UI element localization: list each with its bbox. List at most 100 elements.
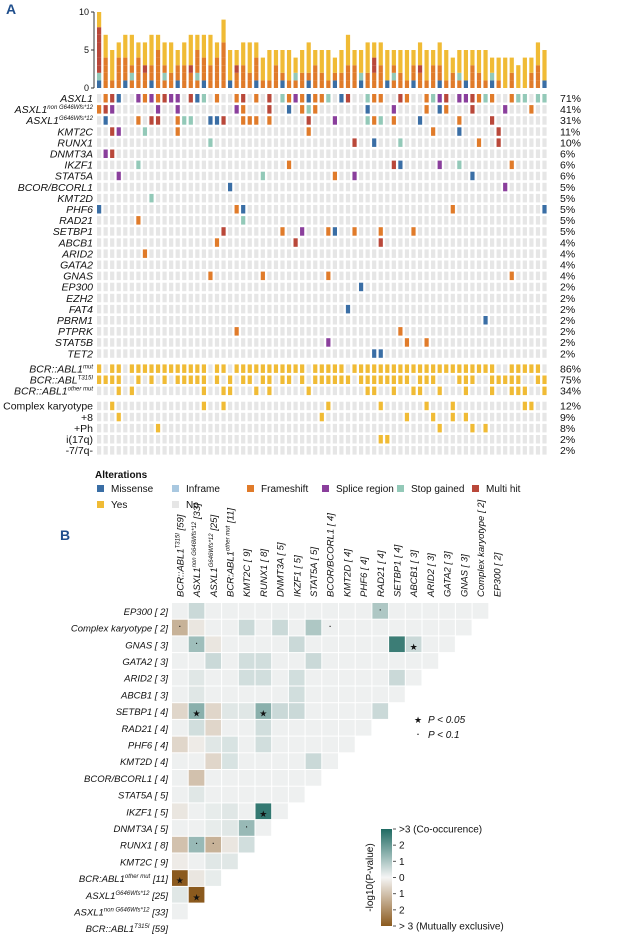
oncoprint-cell (444, 401, 449, 411)
oncoprint-cell (110, 94, 115, 103)
oncoprint-cell (385, 271, 390, 281)
oncoprint-cell (260, 238, 265, 247)
oncoprint-cell (208, 349, 213, 358)
oncoprint-cell (195, 282, 200, 292)
oncoprint-cell (155, 138, 161, 147)
oncoprint-cell (103, 138, 108, 147)
oncoprint-cell (385, 364, 390, 373)
heatmap-cell (255, 619, 272, 636)
oncoprint-cell (116, 375, 121, 384)
oncoprint-cell (522, 260, 527, 269)
oncoprint-cell (391, 182, 396, 192)
oncoprint-cell (260, 446, 265, 455)
bar-segment (254, 72, 259, 81)
oncoprint-cell (431, 375, 436, 384)
oncoprint-cell (483, 216, 488, 225)
oncoprint-cell (359, 446, 364, 455)
oncoprint-cell (97, 271, 102, 281)
oncoprint-cell (162, 138, 167, 147)
oncoprint-cell (404, 423, 410, 433)
bar-segment (182, 80, 187, 88)
oncoprint-cell (398, 375, 403, 384)
oncoprint-cell (293, 293, 298, 303)
oncoprint-cell (378, 249, 383, 258)
oncoprint-cell (116, 304, 121, 314)
oncoprint-cell (155, 127, 161, 136)
oncoprint-cell (417, 94, 423, 103)
oncoprint-cell (136, 386, 141, 396)
bar-segment (332, 72, 337, 81)
oncoprint-cell (417, 271, 423, 281)
oncoprint-cell (228, 171, 233, 181)
oncoprint-cell (234, 260, 239, 269)
oncoprint-cell (437, 105, 442, 114)
oncoprint-cell (463, 423, 468, 433)
oncoprint-cell (457, 364, 462, 373)
bar-segment (103, 34, 108, 58)
bar-segment (424, 80, 429, 88)
oncoprint-cell (195, 260, 200, 269)
heatmap-cell (222, 803, 238, 820)
oncoprint-cell (319, 338, 324, 347)
oncoprint-cell (149, 127, 154, 136)
oncoprint-cell (352, 349, 357, 358)
heatmap-cell (372, 703, 389, 719)
oncoprint-cell (286, 316, 292, 325)
oncoprint-cell (182, 193, 187, 203)
oncoprint-cell (123, 193, 128, 203)
oncoprint-cell (306, 205, 311, 214)
oncoprint-cell (404, 338, 410, 347)
bar-segment (110, 80, 115, 88)
oncoprint-cell (365, 446, 370, 455)
heatmap-cell (272, 653, 288, 669)
oncoprint-cell (195, 105, 200, 114)
oncoprint-cell (254, 412, 259, 422)
bar-segment (359, 50, 364, 73)
heatmap-cell (255, 636, 272, 653)
oncoprint-cell (398, 401, 403, 411)
oncoprint-cell (411, 205, 416, 214)
oncoprint-cell (300, 216, 305, 225)
oncoprint-cell (300, 412, 305, 422)
oncoprint-cell (182, 182, 187, 192)
oncoprint-cell (169, 238, 174, 247)
oncoprint-cell (417, 435, 423, 444)
heatmap-cell (322, 703, 338, 719)
oncoprint-cell (470, 249, 475, 258)
oncoprint-cell (175, 193, 180, 203)
oncoprint-cell (359, 386, 364, 396)
oncoprint-cell (424, 249, 429, 258)
oncoprint-cell (483, 227, 488, 236)
oncoprint-cell (241, 216, 246, 225)
oncoprint-cell (503, 435, 508, 444)
oncoprint-cell (247, 193, 252, 203)
oncoprint-cell (169, 412, 174, 422)
oncoprint-cell (149, 338, 154, 347)
bar-segment (300, 50, 305, 73)
bar-segment (188, 72, 193, 81)
oncoprint-cell (522, 193, 527, 203)
oncoprint-cell (345, 160, 351, 170)
oncoprint-cell (457, 238, 462, 247)
oncoprint-cell (391, 338, 396, 347)
oncoprint-cell (162, 127, 167, 136)
oncoprint-cell (175, 304, 180, 314)
oncoprint-cell (319, 401, 324, 411)
oncoprint-cell (470, 282, 475, 292)
oncoprint-cell (136, 446, 141, 455)
oncoprint-cell (214, 293, 220, 303)
oncoprint-cell (385, 316, 390, 325)
oncoprint-cell (188, 260, 193, 269)
oncoprint-cell (516, 412, 521, 422)
oncoprint-cell (103, 182, 108, 192)
oncoprint-cell (332, 401, 337, 411)
significance-mark: ★ (259, 710, 267, 720)
oncoprint-cell (293, 127, 298, 136)
oncoprint-cell (411, 364, 416, 373)
heatmap-cell (372, 669, 389, 686)
oncoprint-cell (241, 304, 246, 314)
heatmap-cell (439, 619, 455, 636)
oncoprint-cell (110, 182, 115, 192)
oncoprint-cell (424, 349, 429, 358)
oncoprint-cell (378, 227, 383, 236)
